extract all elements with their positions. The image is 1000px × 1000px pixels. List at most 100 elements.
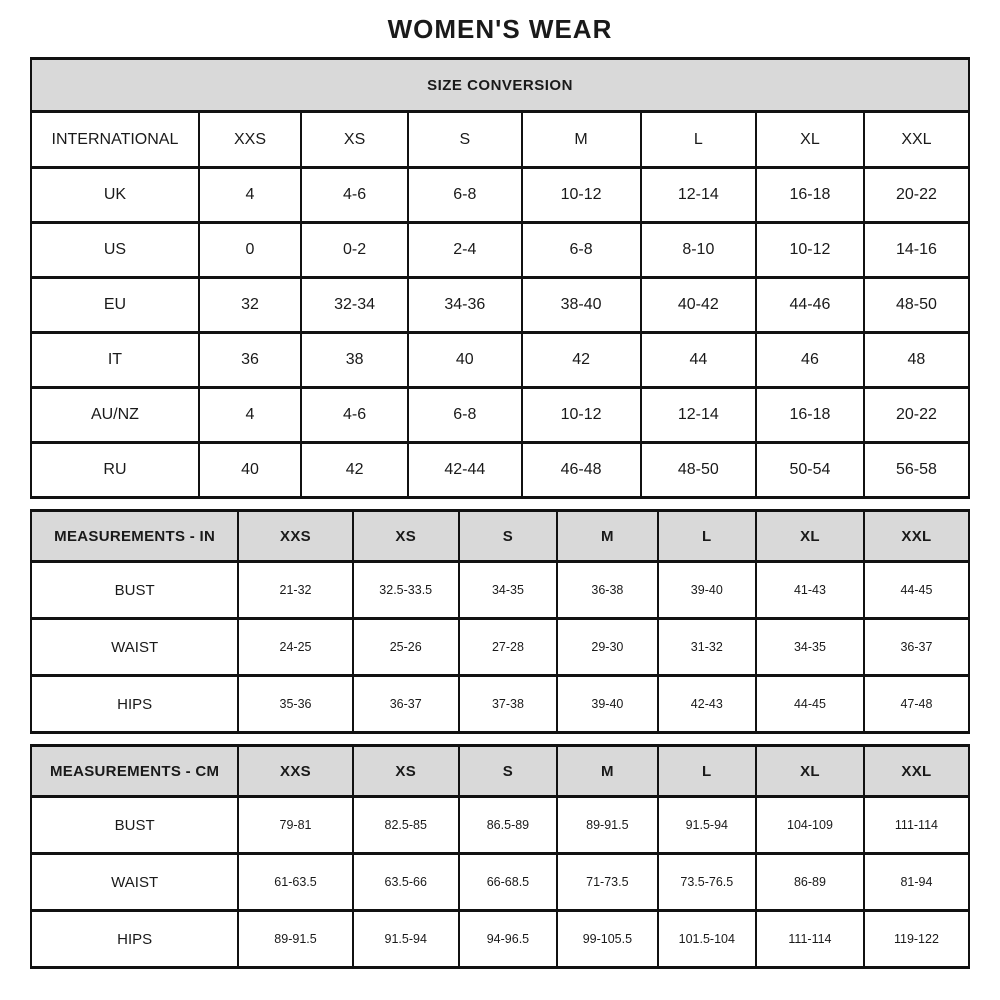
- size-value-cell: 73.5-76.5: [656, 852, 758, 912]
- column-header-xxs: XXS: [197, 110, 303, 169]
- size-value-cell: 79-81: [237, 795, 354, 855]
- measurements-in-table: MEASUREMENTS - IN XXS XS S M L XL XXL BUST 21-32 3…: [29, 509, 971, 734]
- size-value-cell: 46-48: [520, 441, 642, 499]
- size-value-cell: 4: [197, 386, 303, 444]
- size-value-cell: 111-114: [862, 795, 971, 855]
- size-value-cell: 10-12: [520, 166, 642, 224]
- column-header-s: S: [457, 509, 559, 563]
- size-value-cell: 38: [300, 331, 410, 389]
- size-value-cell: 0-2: [300, 221, 410, 279]
- size-value-cell: 63.5-66: [351, 852, 460, 912]
- size-value-cell: 39-40: [656, 560, 758, 620]
- table-row: IT 36 38 40 42 44 46 48: [30, 331, 971, 389]
- column-header-xxl: XXL: [862, 744, 971, 798]
- size-value-cell: 89-91.5: [556, 795, 659, 855]
- row-label: BUST: [29, 795, 240, 855]
- column-header-xxl: XXL: [862, 110, 971, 169]
- table-row: BUST 21-32 32.5-33.5 34-35 36-38 39-40 41-43 44…: [29, 560, 971, 620]
- column-header-xl: XL: [755, 509, 865, 563]
- size-value-cell: 20-22: [862, 386, 971, 444]
- size-value-cell: 12-14: [639, 386, 758, 444]
- size-value-cell: 0: [197, 221, 303, 279]
- column-header-xl: XL: [755, 110, 865, 169]
- size-value-cell: 42: [520, 331, 642, 389]
- size-value-cell: 42-43: [656, 674, 758, 734]
- size-value-cell: 48-50: [639, 441, 758, 499]
- size-value-cell: 36-37: [862, 617, 971, 677]
- row-label: WAIST: [29, 617, 240, 677]
- size-value-cell: 10-12: [755, 221, 865, 279]
- measurements-cm-table: MEASUREMENTS - CM XXS XS S M L XL XXL BUST 79-81 8…: [29, 744, 971, 969]
- table-title-row: SIZE CONVERSION: [30, 57, 970, 113]
- row-label: IT: [30, 331, 200, 389]
- size-value-cell: 38-40: [520, 276, 642, 334]
- size-value-cell: 46: [755, 331, 865, 389]
- table-row: WAIST 24-25 25-26 27-28 29-30 31-32 34-35 36-37: [29, 617, 971, 677]
- size-value-cell: 8-10: [639, 221, 758, 279]
- size-value-cell: 61-63.5: [237, 852, 354, 912]
- size-value-cell: 44: [639, 331, 758, 389]
- size-value-cell: 42: [300, 441, 410, 499]
- size-value-cell: 81-94: [862, 852, 971, 912]
- row-label: HIPS: [29, 909, 240, 969]
- size-value-cell: 4-6: [300, 166, 410, 224]
- size-value-cell: 31-32: [656, 617, 758, 677]
- page-title: WOMEN'S WEAR: [387, 14, 613, 44]
- column-header-s: S: [457, 744, 559, 798]
- size-value-cell: 94-96.5: [457, 909, 559, 969]
- size-value-cell: 16-18: [755, 386, 865, 444]
- size-value-cell: 34-35: [755, 617, 865, 677]
- table-row: EU 32 32-34 34-36 38-40 40-42 44-46 48-50: [30, 276, 971, 334]
- row-label: HIPS: [29, 674, 240, 734]
- row-label: BUST: [29, 560, 240, 620]
- table-row: RU 40 42 42-44 46-48 48-50 50-54 56-58: [30, 441, 971, 499]
- size-value-cell: 44-46: [755, 276, 865, 334]
- size-value-cell: 34-35: [457, 560, 559, 620]
- size-value-cell: 71-73.5: [556, 852, 659, 912]
- size-value-cell: 21-32: [237, 560, 354, 620]
- size-value-cell: 47-48: [862, 674, 971, 734]
- size-value-cell: 89-91.5: [237, 909, 354, 969]
- row-header-title: MEASUREMENTS - CM: [29, 744, 240, 798]
- column-header-s: S: [407, 110, 523, 169]
- size-value-cell: 99-105.5: [556, 909, 659, 969]
- column-header-m: M: [556, 744, 659, 798]
- size-value-cell: 39-40: [556, 674, 659, 734]
- size-value-cell: 32.5-33.5: [351, 560, 460, 620]
- size-value-cell: 44-45: [862, 560, 971, 620]
- size-value-cell: 40-42: [639, 276, 758, 334]
- size-value-cell: 36: [197, 331, 303, 389]
- column-header-row: INTERNATIONAL XXS XS S M L XL XXL: [30, 110, 971, 169]
- size-value-cell: 66-68.5: [457, 852, 559, 912]
- row-label: RU: [30, 441, 200, 499]
- size-value-cell: 10-12: [520, 386, 642, 444]
- size-value-cell: 12-14: [639, 166, 758, 224]
- size-value-cell: 91.5-94: [351, 909, 460, 969]
- row-header-title: INTERNATIONAL: [30, 110, 200, 169]
- size-value-cell: 82.5-85: [351, 795, 460, 855]
- column-header-l: L: [639, 110, 758, 169]
- table-row: BUST 79-81 82.5-85 86.5-89 89-91.5 91.5-94 104…: [29, 795, 971, 855]
- table-title: SIZE CONVERSION: [30, 57, 970, 113]
- row-label: WAIST: [29, 852, 240, 912]
- size-value-cell: 50-54: [755, 441, 865, 499]
- size-value-cell: 44-45: [755, 674, 865, 734]
- size-value-cell: 14-16: [862, 221, 971, 279]
- column-header-l: L: [656, 744, 758, 798]
- size-value-cell: 2-4: [407, 221, 523, 279]
- size-value-cell: 36-38: [556, 560, 659, 620]
- row-label: EU: [30, 276, 200, 334]
- size-value-cell: 24-25: [237, 617, 354, 677]
- size-value-cell: 37-38: [457, 674, 559, 734]
- table-row: UK 4 4-6 6-8 10-12 12-14 16-18 20-22: [30, 166, 971, 224]
- column-header-xxs: XXS: [237, 744, 354, 798]
- size-value-cell: 32: [197, 276, 303, 334]
- size-value-cell: 6-8: [407, 166, 523, 224]
- size-value-cell: 16-18: [755, 166, 865, 224]
- size-value-cell: 101.5-104: [656, 909, 758, 969]
- row-label: US: [30, 221, 200, 279]
- size-value-cell: 6-8: [407, 386, 523, 444]
- size-value-cell: 32-34: [300, 276, 410, 334]
- size-value-cell: 48: [862, 331, 971, 389]
